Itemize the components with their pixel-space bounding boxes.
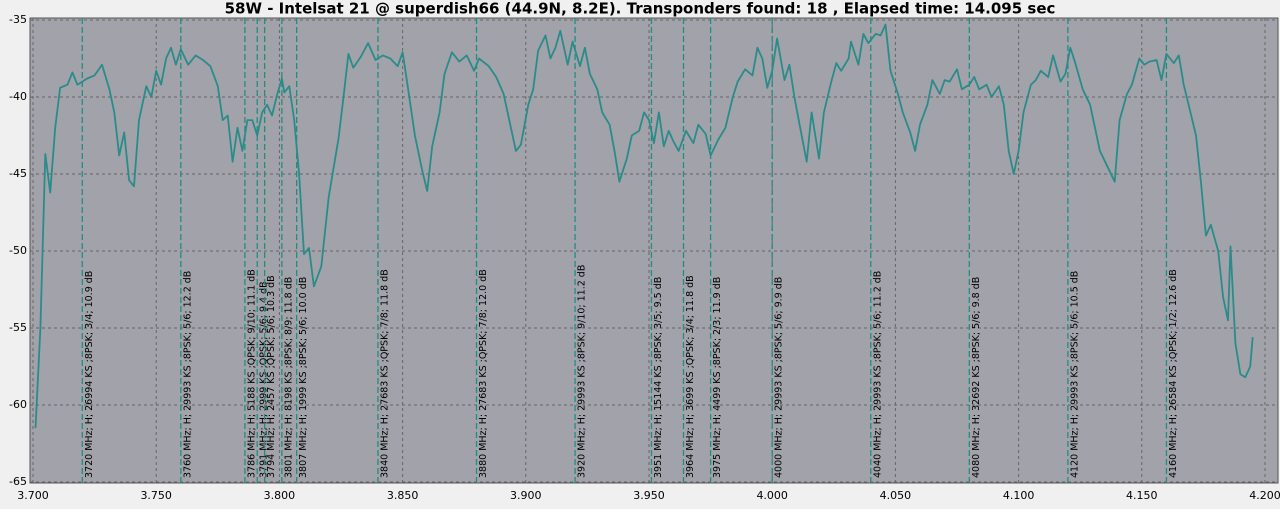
x-tick-label: 4.000 [756, 489, 788, 502]
y-tick-label: -50 [9, 244, 27, 257]
transponder-label: 3807 MHz; H; 1999 KS ;8PSK; 5/6; 10.0 dB [298, 277, 309, 478]
transponder-label: 3951 MHz; H; 15144 KS ;8PSK; 3/5; 9.5 dB [653, 277, 664, 478]
y-tick-label: -55 [9, 321, 27, 334]
transponder-label: 4080 MHz; H; 32692 KS ;8PSK; 5/6; 9.8 dB [971, 277, 982, 478]
transponder-label: 3975 MHz; H; 4499 KS ;8PSK; 2/3; 11.9 dB [712, 277, 723, 478]
transponder-label: 3840 MHz; H; 27683 KS ;QPSK; 7/8; 11.8 d… [379, 269, 390, 478]
y-tick-label: -35 [9, 13, 27, 26]
transponder-label: 4160 MHz; H; 26584 KS ;QPSK; 1/2; 12.6 d… [1168, 269, 1179, 478]
x-tick-label: 4.200 [1249, 489, 1280, 502]
transponder-label: 3964 MHz; H; 3699 KS ;QPSK; 3/4; 11.8 dB [685, 275, 696, 478]
x-tick-label: 3.900 [510, 489, 542, 502]
y-tick-label: -65 [9, 475, 27, 488]
spectrum-line [34, 23, 1254, 429]
transponder-label: 3786 MHz; H; 5188 KS ;QPSK; 9/10; 11.1 d… [246, 269, 257, 478]
chart-title: 58W - Intelsat 21 @ superdish66 (44.9N, … [225, 0, 1056, 18]
x-tick-label: 3.950 [633, 489, 665, 502]
transponder-label: 3801 MHz; H; 8198 KS ;8PSK; 8/9; 11.8 dB [283, 277, 294, 478]
transponder-label: 3720 MHz; H; 26994 KS ;8PSK; 3/4; 10.9 d… [84, 271, 95, 478]
x-tick-label: 4.100 [1003, 489, 1035, 502]
x-tick-label: 3.850 [387, 489, 419, 502]
transponder-label: 3880 MHz; H; 27683 KS ;QPSK; 7/8; 12.0 d… [478, 269, 489, 478]
transponder-label: 3920 MHz; H; 29993 KS ;8PSK; 9/10; 11.2 … [577, 265, 588, 478]
transponder-label: 3760 MHz; H; 29993 KS ;8PSK; 5/6; 12.2 d… [182, 271, 193, 478]
transponder-label: 3794 MHz; H; 2457 KS ;QPSK; 5/6; 10.3 dB [266, 275, 277, 478]
x-tick-label: 4.150 [1126, 489, 1158, 502]
x-tick-label: 4.050 [880, 489, 912, 502]
transponder-label: 4000 MHz; H; 29993 KS ;8PSK; 5/6; 9.9 dB [774, 277, 785, 478]
transponder-label: 4040 MHz; H; 29993 KS ;8PSK; 5/6; 11.2 d… [872, 271, 883, 478]
x-tick-label: 3.750 [140, 489, 172, 502]
y-tick-label: -45 [9, 167, 27, 180]
y-tick-label: -60 [9, 398, 27, 411]
x-tick-label: 3.800 [264, 489, 296, 502]
x-tick-label: 3.700 [17, 489, 49, 502]
y-tick-label: -40 [9, 90, 27, 103]
transponder-label: 4120 MHz; H; 29993 KS ;8PSK; 5/6; 10.5 d… [1069, 271, 1080, 478]
